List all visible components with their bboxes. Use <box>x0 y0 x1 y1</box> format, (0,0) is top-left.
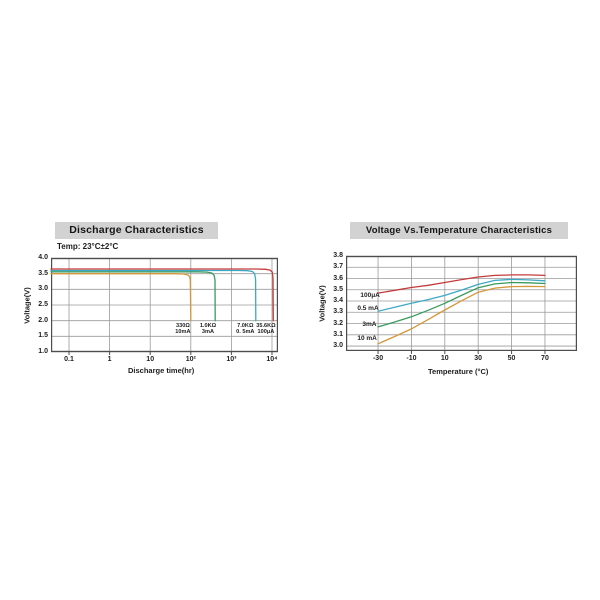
y-tick-label: 2.5 <box>38 301 48 308</box>
voltage-temp-chart-title-banner: Voltage Vs.Temperature Characteristics <box>350 222 568 239</box>
x-tick-label: 10 <box>440 355 449 362</box>
y-tick-label: 4.0 <box>38 254 48 261</box>
series-label: 10 mA <box>357 335 377 343</box>
x-tick-label: 30 <box>474 355 483 362</box>
series-label: 100μA <box>360 292 380 300</box>
discharge-chart-title-banner: Discharge Characteristics <box>55 222 218 239</box>
plot-border <box>51 258 279 353</box>
discharge-characteristics-chart: Discharge Characteristics Temp: 23°C±2°C… <box>20 215 290 391</box>
load-annotation: 1.0KΩ 3mA <box>199 322 217 336</box>
load-annotation: 330Ω 10mA <box>175 322 191 336</box>
y-tick-label: 3.5 <box>333 285 343 293</box>
y-tick-label: 3.0 <box>38 285 48 293</box>
y-tick-label: 3.6 <box>333 274 343 282</box>
voltage-vs-temperature-chart: Voltage Vs.Temperature Characteristics V… <box>318 215 600 391</box>
x-tick-label: 1 <box>107 356 112 363</box>
series-curve-10-mA <box>377 285 546 345</box>
y-tick-label: 1.0 <box>38 348 48 355</box>
y-tick-label: 3.0 <box>333 342 343 350</box>
series-curve-330Ω-10mA <box>50 273 192 322</box>
y-tick-label: 3.5 <box>38 269 48 277</box>
series-curve-1.0KΩ-3mA <box>50 271 216 322</box>
discharge-x-axis-label: Discharge time(hr) <box>128 366 195 375</box>
series-curve-3mA <box>377 281 546 328</box>
series-label: 3mA <box>362 320 377 328</box>
y-tick-label: 3.8 <box>333 252 343 259</box>
x-tick-label: -30 <box>372 355 384 362</box>
discharge-chart-title: Discharge Characteristics <box>69 224 204 236</box>
x-tick-label: 10⁴ <box>266 356 278 363</box>
discharge-temp-condition: Temp: 23°C±2°C <box>57 242 119 251</box>
series-curve-35.6KΩ-100μA <box>50 268 274 322</box>
series-curve-7.0KΩ-0.5mA <box>50 269 257 322</box>
discharge-plot-area <box>50 257 279 355</box>
x-tick-label: 0.1 <box>64 356 74 363</box>
voltage-temp-plot-area <box>346 255 578 354</box>
y-tick-label: 2.0 <box>38 316 48 324</box>
series-curve-0.5-mA <box>377 278 546 312</box>
plot-border <box>346 256 578 352</box>
series-curve-100μA <box>377 274 546 294</box>
y-tick-label: 3.1 <box>333 330 343 338</box>
x-tick-label: 10 <box>146 356 155 363</box>
y-tick-label: 3.2 <box>333 319 343 327</box>
y-tick-label: 3.4 <box>333 297 343 305</box>
voltage-temp-chart-title: Voltage Vs.Temperature Characteristics <box>365 225 553 236</box>
series-label: 0.5 mA <box>357 305 379 312</box>
x-tick-label: 70 <box>541 355 549 362</box>
y-tick-label: 1.5 <box>38 332 48 340</box>
x-tick-label: 50 <box>507 355 516 362</box>
x-tick-label: 10³ <box>226 356 237 363</box>
y-tick-label: 3.3 <box>333 308 343 316</box>
x-tick-label: -10 <box>406 355 417 362</box>
x-tick-label: 10² <box>185 356 196 363</box>
load-annotation: 35.6KΩ 100μA <box>256 322 276 336</box>
load-annotation: 7.0KΩ 0. 5mA <box>236 322 255 336</box>
voltage-temp-x-axis-label: Temperature (°C) <box>428 367 489 376</box>
y-tick-label: 3.7 <box>333 263 343 271</box>
